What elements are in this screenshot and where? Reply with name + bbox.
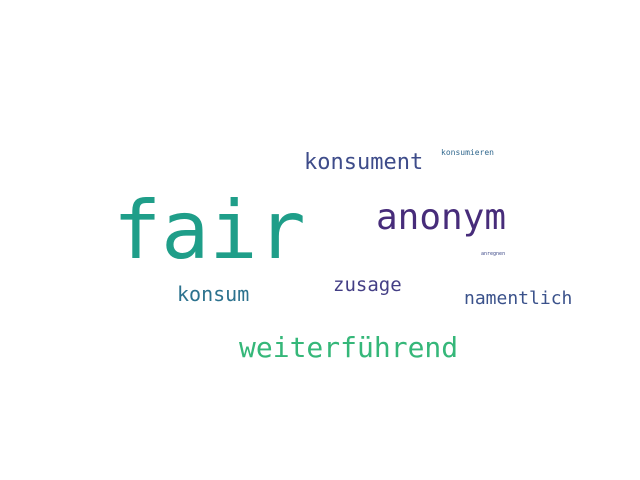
word-fair: fair — [113, 184, 306, 277]
word-konsum: konsum — [177, 282, 250, 306]
word-anregnen: anregnen — [481, 251, 506, 257]
word-konsumieren: konsumieren — [441, 148, 494, 157]
word-namentlich: namentlich — [464, 288, 573, 309]
word-weiterfuehrend: weiterführend — [239, 331, 459, 364]
word-zusage: zusage — [333, 274, 402, 296]
word-konsument: konsument — [304, 150, 424, 175]
word-anonym: anonym — [376, 197, 507, 238]
